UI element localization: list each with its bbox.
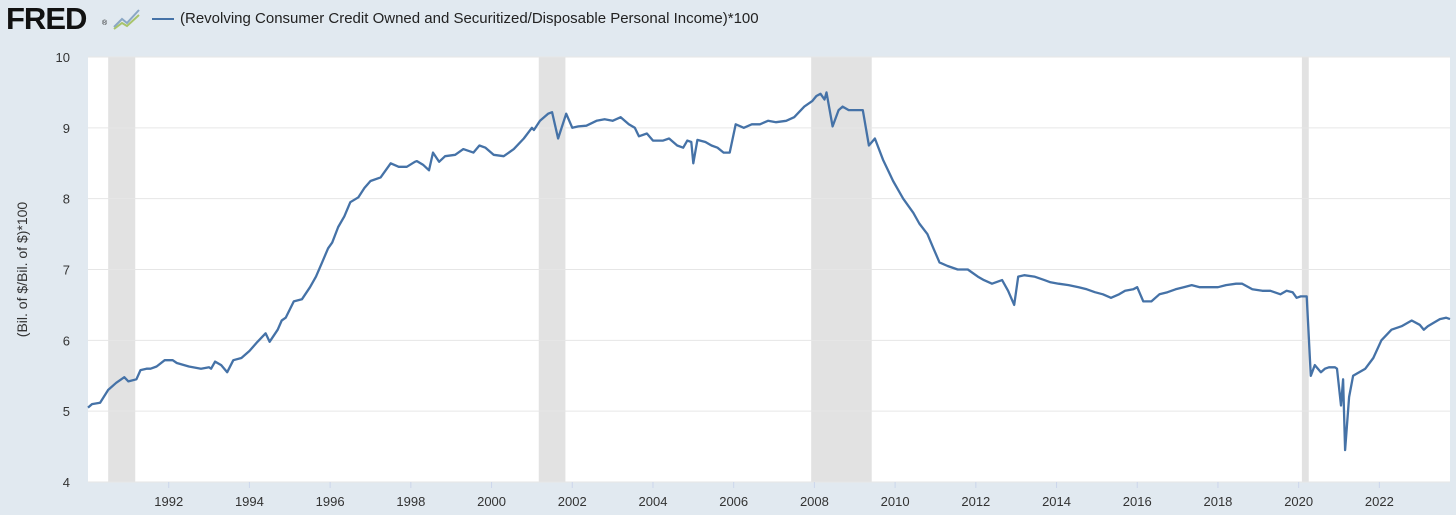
- trend-graph-icon: [112, 5, 142, 33]
- y-axis-title: (Bil. of $/Bil. of $)*100: [14, 202, 30, 338]
- x-tick-label: 2020: [1284, 494, 1313, 509]
- x-axis: 1992 1994 1996 1998 2000 2002 2004 2006 2008 2010…: [154, 482, 1394, 509]
- x-tick-label: 2010: [881, 494, 910, 509]
- x-tick-label: 2022: [1365, 494, 1394, 509]
- legend-label: (Revolving Consumer Credit Owned and Sec…: [180, 10, 759, 27]
- y-tick-label: 10: [56, 50, 70, 65]
- y-axis: 4 5 6 7 8 9 10: [56, 50, 70, 490]
- fred-logo[interactable]: FRED: [6, 1, 87, 36]
- x-tick-label: 2018: [1203, 494, 1232, 509]
- x-tick-label: 2004: [639, 494, 668, 509]
- y-tick-label: 9: [63, 121, 70, 136]
- series-line: [87, 91, 1451, 452]
- x-tick-label: 1998: [396, 494, 425, 509]
- x-tick-label: 2012: [961, 494, 990, 509]
- x-tick-label: 2002: [558, 494, 587, 509]
- chart-header: FRED ® (Revolving Consumer Credit Owned …: [0, 0, 1456, 40]
- x-tick-label: 2008: [800, 494, 829, 509]
- y-tick-label: 7: [63, 263, 70, 278]
- x-tick-label: 2006: [719, 494, 748, 509]
- grid-lines: [88, 56, 1450, 483]
- y-tick-label: 8: [63, 192, 70, 207]
- registered-mark: ®: [102, 20, 108, 27]
- x-tick-label: 1992: [154, 494, 183, 509]
- x-tick-label: 2014: [1042, 494, 1071, 509]
- x-tick-label: 1996: [316, 494, 345, 509]
- x-tick-label: 2016: [1123, 494, 1152, 509]
- y-tick-label: 5: [63, 404, 70, 419]
- legend-swatch: [152, 18, 174, 20]
- x-tick-label: 2000: [477, 494, 506, 509]
- x-tick-label: 1994: [235, 494, 264, 509]
- y-tick-label: 4: [63, 475, 70, 490]
- series-layer: [87, 91, 1451, 452]
- y-tick-label: 6: [63, 333, 70, 348]
